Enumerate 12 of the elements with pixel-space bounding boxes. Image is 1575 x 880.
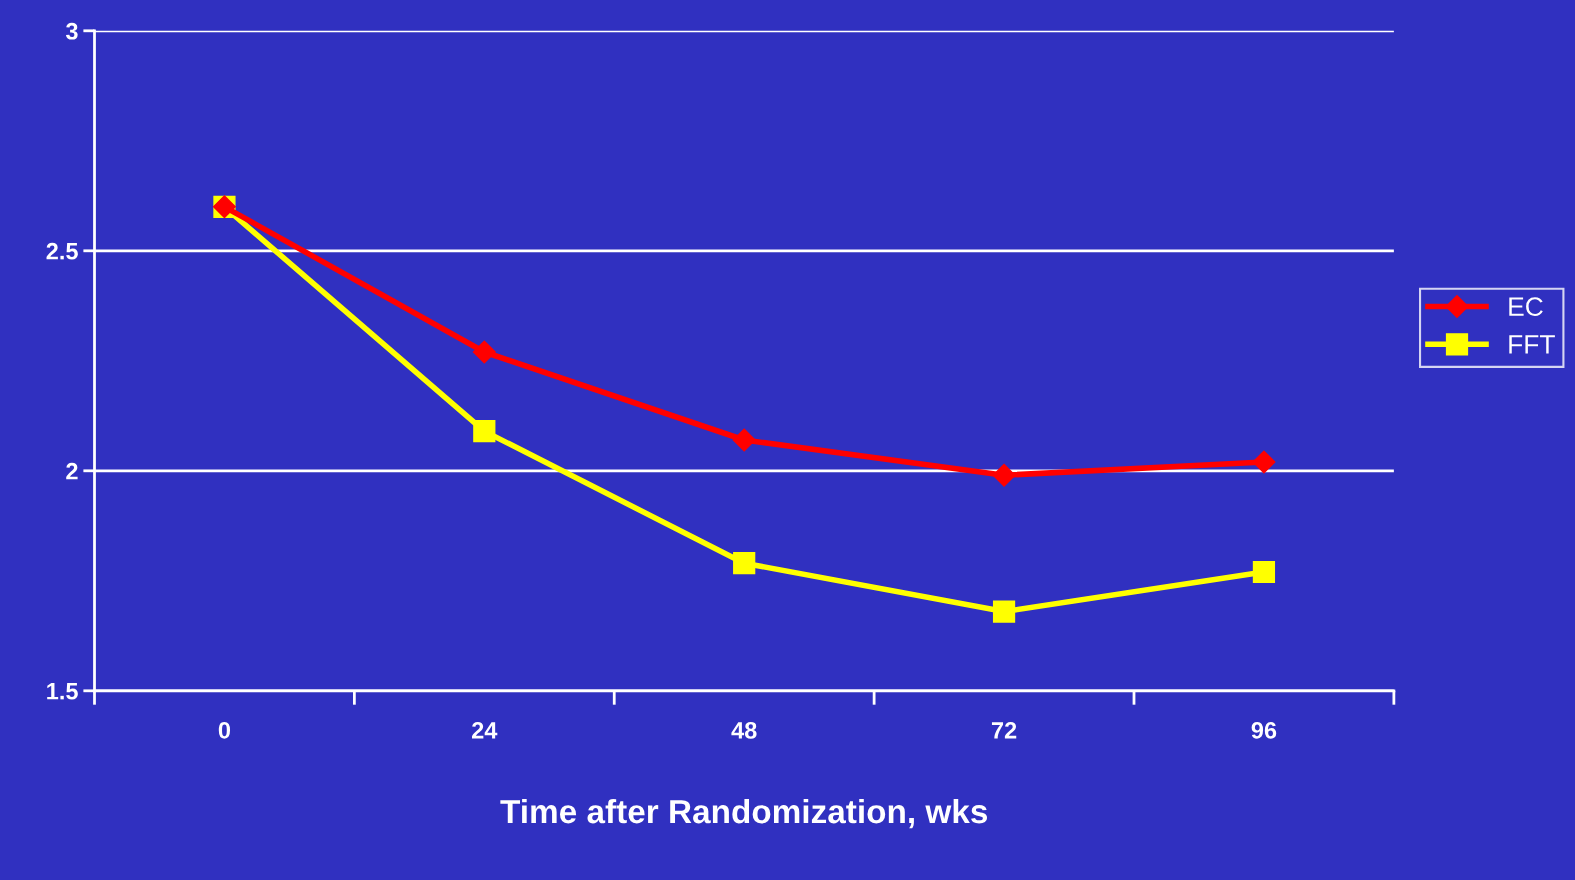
x-tick-label: 0	[218, 721, 231, 739]
y-tick-label: 1.5	[47, 683, 78, 700]
x-tick-label: 96	[1251, 721, 1277, 739]
legend-label: EC	[1509, 297, 1543, 316]
y-tick-label: 2	[66, 462, 78, 480]
x-tick-label: 24	[472, 721, 498, 739]
x-axis-title: Time after Randomization, wks	[500, 798, 988, 829]
y-tick-label: 2.5	[46, 242, 78, 260]
x-tick-label: 48	[731, 721, 757, 739]
y-tick-label: 3	[65, 22, 78, 40]
legend-label: FFT	[1509, 335, 1555, 354]
x-tick-label: 72	[991, 721, 1017, 739]
